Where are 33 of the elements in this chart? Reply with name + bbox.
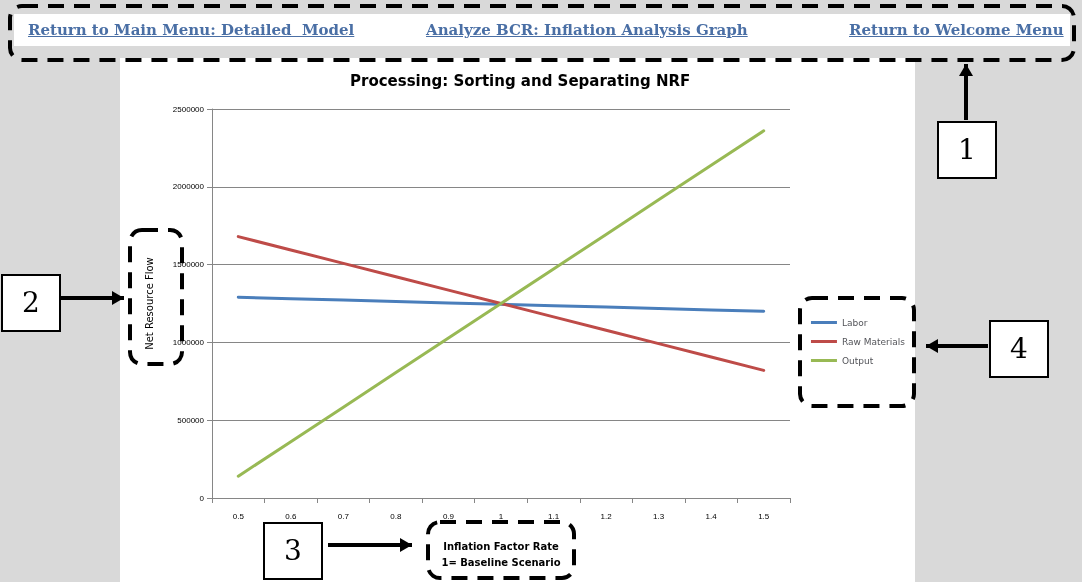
x-tick-label: 0.8 (390, 511, 403, 521)
text: Return to Welcome Menu (849, 21, 1064, 39)
x-tick-label: 0.9 (442, 511, 455, 521)
x-tick-label: 0.6 (285, 511, 297, 521)
y-tick-label: 1500000 (172, 260, 205, 270)
chart-title: Processing: Sorting and Separating NRF (350, 71, 691, 90)
x-tick-label: 1 (498, 511, 504, 521)
y-tick-label: 2000000 (172, 182, 205, 192)
x-tick-label: 1.2 (600, 511, 613, 521)
x-tick-label: 0.7 (337, 511, 350, 521)
y-tick-label: 0 (199, 493, 205, 503)
text: 1 (937, 121, 997, 179)
text: Return to Main Menu: Detailed Model (28, 21, 355, 39)
text: 2 (1, 274, 61, 332)
legend-label: Raw Materials (841, 336, 906, 347)
line-series (236, 235, 766, 372)
x-tick-label: 0.5 (232, 511, 245, 521)
y-axis-title: Net Resource Flow (143, 257, 155, 350)
x-tick-label: 1.1 (547, 511, 560, 521)
legend-label: Labor (841, 317, 868, 328)
text: 3 (263, 522, 323, 580)
y-tick-label: 500000 (177, 415, 205, 425)
y-tick-label: 1000000 (172, 337, 205, 347)
y-tick-label: 2500000 (172, 104, 205, 114)
x-tick-label: 1.5 (758, 511, 770, 521)
line-series (236, 129, 766, 478)
legend-label: Output (841, 355, 874, 366)
text: 4 (989, 320, 1049, 378)
x-axis-title: Inflation Factor Rate 1= Baseline Scenario (441, 540, 561, 568)
line-series (236, 295, 766, 313)
text: Analyze BCR: Inflation Analysis Graph (426, 21, 748, 39)
x-tick-label: 1.4 (705, 511, 718, 521)
x-tick-label: 1.3 (653, 511, 665, 521)
